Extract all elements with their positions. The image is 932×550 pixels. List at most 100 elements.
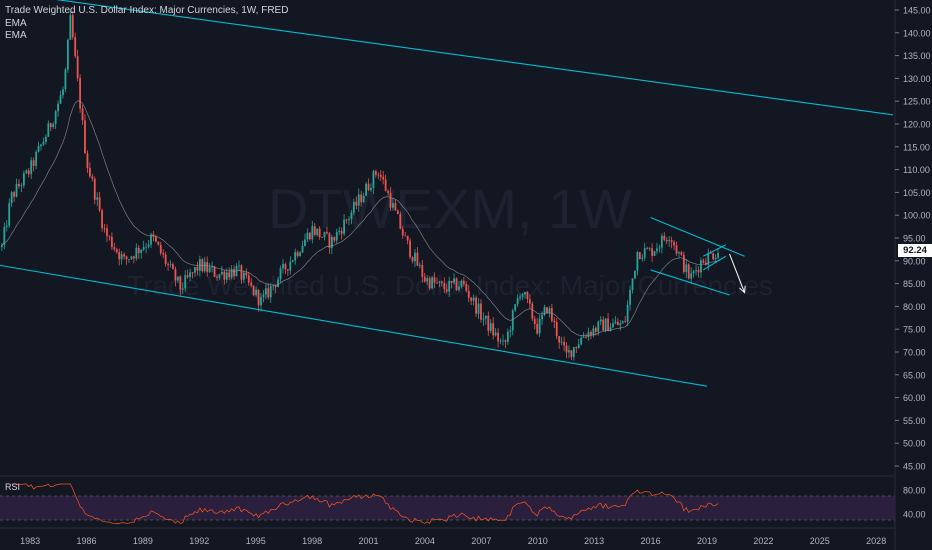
candle-body xyxy=(560,341,563,343)
candle-body xyxy=(20,185,23,187)
candle-body xyxy=(225,272,228,280)
candle-body xyxy=(548,308,551,313)
candle-body xyxy=(714,257,717,260)
y-tick-label: 125.00 xyxy=(903,97,931,107)
y-tick-label: 65.00 xyxy=(903,370,926,380)
legend-ema-2[interactable]: EMA xyxy=(5,30,27,41)
candle-body xyxy=(492,323,495,336)
candle-body xyxy=(384,179,387,191)
candle-body xyxy=(140,249,143,254)
candle-body xyxy=(84,120,86,154)
candle-body xyxy=(13,192,16,197)
candle-body xyxy=(550,308,553,321)
price-axis[interactable]: 145.00 140.00 135.00 130.00 125.00 120.00 115.… xyxy=(895,6,931,472)
candle-body xyxy=(609,327,612,332)
candle-body xyxy=(631,278,634,291)
candle-body xyxy=(113,247,116,250)
candle-body xyxy=(599,319,602,322)
candle-body xyxy=(76,56,79,79)
candle-body xyxy=(404,235,407,237)
candle-body xyxy=(621,321,624,324)
candle-body xyxy=(448,280,451,292)
candle-body xyxy=(333,237,336,241)
candle-body xyxy=(543,307,546,315)
candle-body xyxy=(93,178,96,200)
candle-body xyxy=(316,228,319,235)
candle-body xyxy=(521,294,524,297)
candle-body xyxy=(264,288,267,295)
candle-body xyxy=(436,282,438,284)
candle-body xyxy=(370,188,372,191)
candle-body xyxy=(678,252,680,254)
candle-body xyxy=(604,318,607,331)
candle-body xyxy=(257,289,260,306)
rsi-axis: 80.00 40.00 xyxy=(903,486,926,520)
candle-body xyxy=(135,247,138,259)
y-tick-label: 60.00 xyxy=(903,393,926,403)
candle-body xyxy=(91,176,94,179)
candle-body xyxy=(585,336,587,338)
time-axis[interactable]: 1983 1986 1989 1992 1995 1998 2001 2004 2007 2010… xyxy=(20,536,886,546)
candle-body xyxy=(186,275,189,278)
projection-arrow[interactable] xyxy=(729,253,746,294)
candle-body xyxy=(629,290,631,305)
candle-body xyxy=(538,318,541,334)
candle-body xyxy=(668,240,671,242)
candle-body xyxy=(365,183,367,196)
rsi-legend[interactable]: RSI xyxy=(5,482,21,492)
y-tick-label: 110.00 xyxy=(903,165,930,175)
candle-body xyxy=(558,336,561,343)
candle-body xyxy=(296,252,299,257)
candle-body xyxy=(211,266,213,268)
ema-line xyxy=(1,100,719,337)
x-tick-label: 2022 xyxy=(753,536,773,546)
candle-body xyxy=(379,174,382,177)
candle-body xyxy=(242,272,245,280)
candle-body xyxy=(438,281,441,283)
candle-body xyxy=(282,263,284,269)
candle-body xyxy=(638,252,641,259)
candle-body xyxy=(519,296,521,299)
candle-body xyxy=(482,318,485,320)
candle-body xyxy=(164,254,167,264)
candle-body xyxy=(304,239,306,246)
candle-body xyxy=(267,288,270,298)
candle-body xyxy=(335,231,338,241)
candle-body xyxy=(176,276,179,281)
candle-body xyxy=(3,226,6,245)
candle-body xyxy=(643,248,646,258)
rsi-tick-label: 40.00 xyxy=(903,510,926,520)
candle-body xyxy=(665,239,668,242)
candle-body xyxy=(455,278,458,290)
candle-body xyxy=(106,228,108,237)
candle-body xyxy=(179,276,182,290)
candle-body xyxy=(377,174,380,176)
candle-body xyxy=(30,160,33,175)
candle-body xyxy=(458,286,460,290)
candle-body xyxy=(546,307,548,313)
candle-body xyxy=(301,245,304,253)
candle-body xyxy=(238,265,240,267)
candle-body xyxy=(418,265,421,266)
candle-body xyxy=(685,264,688,273)
candle-body xyxy=(387,190,389,193)
candle-body xyxy=(57,103,59,112)
candle-body xyxy=(59,95,62,104)
candle-body xyxy=(516,298,519,305)
trendlines[interactable] xyxy=(0,0,894,387)
candle-body xyxy=(660,235,663,248)
y-tick-label: 45.00 xyxy=(903,462,926,472)
x-tick-label: 1992 xyxy=(189,536,209,546)
legend-title[interactable]: Trade Weighted U.S. Dollar Index: Major … xyxy=(5,5,289,16)
candle-body xyxy=(343,219,345,234)
candle-body xyxy=(10,192,13,204)
candle-body xyxy=(147,244,150,247)
candle-body xyxy=(568,350,570,353)
candle-body xyxy=(52,123,55,128)
candle-body xyxy=(614,321,617,324)
legend-ema-1[interactable]: EMA xyxy=(5,17,27,29)
candle-body xyxy=(563,341,565,346)
candle-body xyxy=(27,170,30,175)
